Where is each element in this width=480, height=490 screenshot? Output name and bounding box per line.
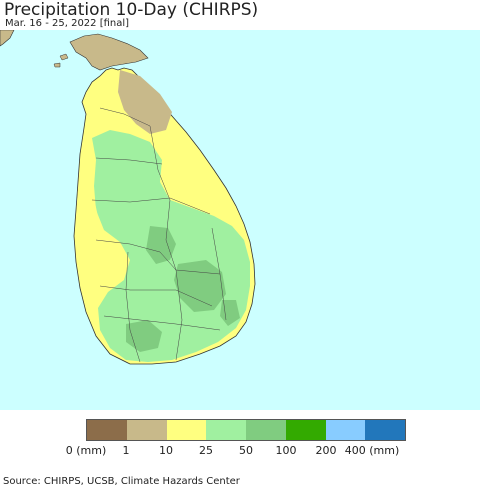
- island-small-1: [59, 53, 69, 61]
- green-medium-patch-1: [146, 226, 176, 264]
- legend-tick-0: 0 (mm): [65, 444, 107, 457]
- source-credit: Source: CHIRPS, UCSB, Climate Hazards Ce…: [3, 476, 240, 487]
- jaffna-peninsula: [69, 33, 149, 71]
- green-medium-patch-3: [126, 320, 162, 352]
- legend-tick-3: 25: [199, 444, 213, 457]
- legend-colorbar: [86, 419, 406, 441]
- map-subtitle: Mar. 16 - 25, 2022 [final]: [5, 18, 130, 29]
- island-small-2: [53, 62, 61, 68]
- legend-tick-1: 1: [122, 444, 130, 457]
- north-dry-region: [118, 70, 172, 134]
- legend-tick-4: 50: [239, 444, 253, 457]
- legend-tick-7: 400 (mm): [344, 444, 400, 457]
- legend-swatch-4: [246, 420, 286, 440]
- green-medium-patch-2: [174, 260, 226, 312]
- legend-swatch-5: [285, 420, 326, 440]
- legend-tick-5: 100: [275, 444, 297, 457]
- precipitation-map: [0, 30, 480, 410]
- legend-swatch-0: [87, 420, 127, 440]
- legend-swatch-7: [365, 420, 405, 440]
- legend-swatch-1: [126, 420, 167, 440]
- legend-swatch-6: [325, 420, 366, 440]
- india-mainland: [0, 30, 15, 47]
- legend-swatch-3: [206, 420, 246, 440]
- map-title: Precipitation 10-Day (CHIRPS): [4, 0, 259, 20]
- district-boundaries: [91, 107, 227, 363]
- legend-swatch-2: [166, 420, 207, 440]
- green-medium-patch-4: [220, 300, 240, 326]
- west-coast-yellow: [76, 190, 122, 310]
- legend-tick-2: 10: [159, 444, 173, 457]
- legend-tick-6: 200: [315, 444, 337, 457]
